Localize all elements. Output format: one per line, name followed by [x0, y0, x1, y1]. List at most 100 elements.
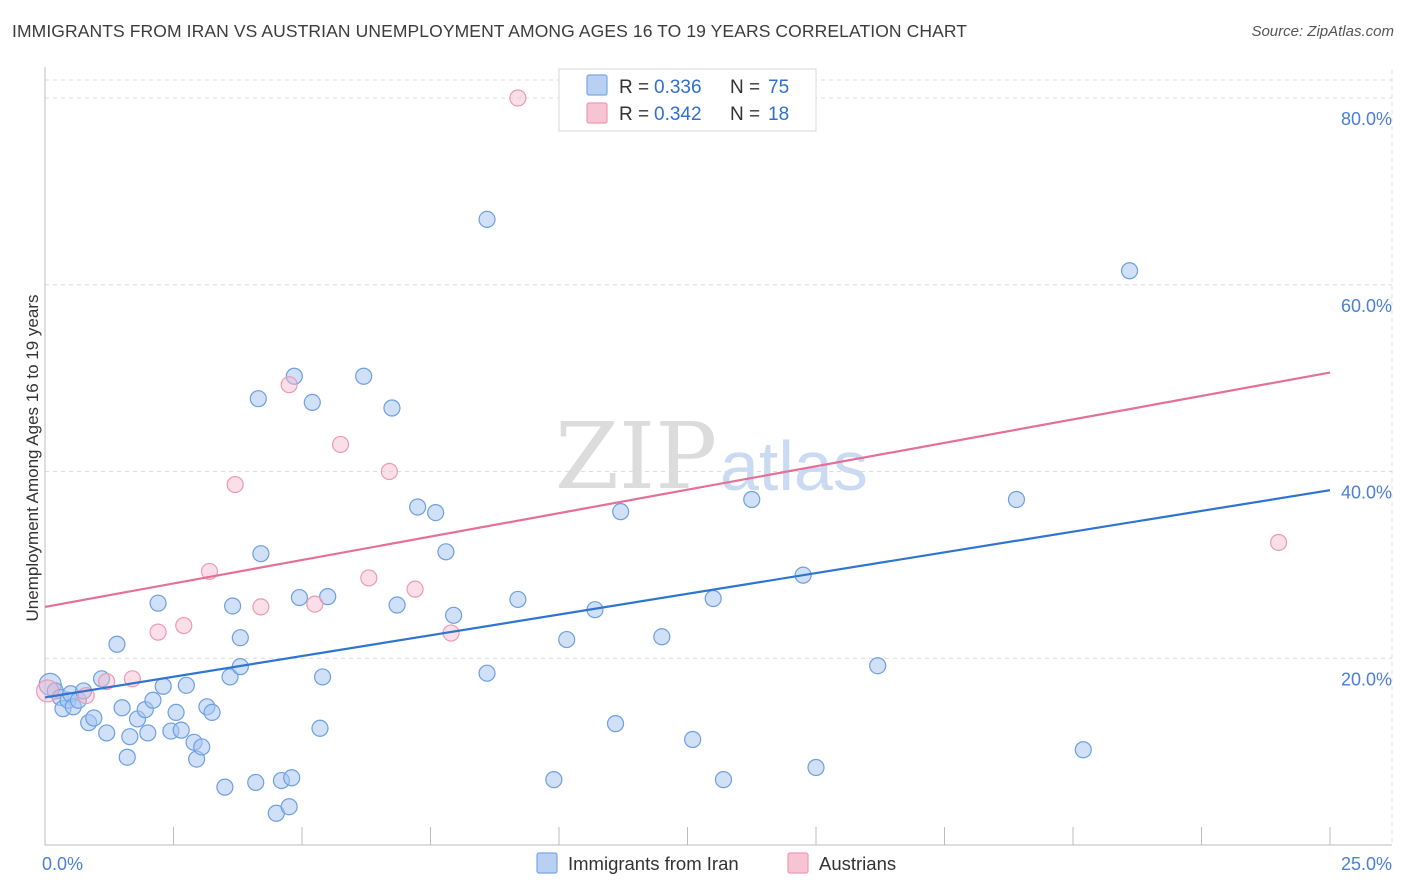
point-iran-49	[319, 588, 337, 606]
point-austrians-7	[226, 475, 244, 494]
bottom-legend-label-austrians: Austrians	[819, 853, 896, 874]
correlation-legend: R = 0.336 N = 75 R = 0.342 N = 18	[558, 68, 817, 132]
point-iran-45	[290, 588, 309, 607]
point-iran-67	[704, 589, 722, 608]
point-iran-16	[121, 728, 139, 746]
legend-r-label-blue: R =	[619, 77, 649, 98]
chart-title: IMMIGRANTS FROM IRAN VS AUSTRIAN UNEMPLO…	[12, 21, 968, 41]
point-iran-69	[743, 490, 761, 509]
y-axis-label: Unemployment Among Ages 16 to 19 years	[23, 295, 42, 622]
point-iran-66	[684, 730, 702, 749]
point-iran-60	[545, 771, 563, 789]
legend-swatch-pink	[586, 102, 608, 124]
legend-r-label-pink: R =	[619, 104, 649, 125]
point-iran-72	[869, 657, 887, 675]
point-austrians-12	[360, 569, 378, 587]
point-austrians-16	[509, 89, 527, 107]
point-iran-11	[92, 670, 111, 688]
point-iran-36	[231, 629, 249, 647]
point-iran-19	[139, 724, 157, 742]
point-iran-47	[311, 719, 329, 737]
point-iran-71	[807, 758, 825, 777]
point-austrians-13	[380, 462, 398, 481]
point-iran-33	[221, 668, 239, 686]
point-iran-58	[478, 210, 496, 228]
legend-r-value-blue: 0.336	[654, 77, 702, 98]
legend-r-value-pink: 0.342	[654, 104, 702, 125]
point-iran-54	[427, 503, 445, 522]
point-iran-42	[280, 798, 298, 816]
point-iran-31	[203, 703, 221, 722]
point-iran-21	[149, 594, 167, 612]
source-label: Source: ZipAtlas.com	[1251, 23, 1394, 40]
legend-swatch-blue	[586, 74, 608, 96]
bottom-legend-swatch-blue	[536, 852, 558, 874]
point-iran-34	[224, 597, 242, 615]
legend-n-value-pink: 18	[768, 104, 789, 125]
point-iran-38	[249, 390, 267, 408]
point-iran-52	[388, 596, 406, 614]
point-iran-15	[118, 748, 136, 766]
series-legend: Immigrants from Iran Austrians	[536, 852, 896, 874]
point-iran-50	[355, 367, 373, 385]
y-tick-label-80: 80.0%	[1341, 109, 1392, 129]
point-iran-75	[1120, 262, 1139, 280]
x-tick-label-25: 25.0%	[1341, 854, 1392, 874]
legend-n-value-blue: 75	[768, 77, 789, 98]
point-austrians-14	[406, 580, 424, 598]
point-iran-26	[177, 676, 195, 694]
point-iran-64	[612, 503, 630, 521]
point-iran-24	[167, 703, 185, 722]
watermark-atlas: atlas	[720, 427, 868, 505]
point-iran-59	[509, 590, 527, 609]
legend-n-label-blue: N =	[730, 77, 760, 98]
point-iran-74	[1074, 741, 1092, 759]
point-iran-56	[445, 606, 463, 624]
point-iran-25	[172, 721, 190, 739]
point-austrians-8	[252, 598, 270, 616]
point-austrians-9	[280, 376, 298, 394]
point-iran-29	[193, 738, 211, 756]
point-iran-65	[653, 628, 671, 646]
series-layer	[35, 89, 1288, 822]
y-tick-label-40: 40.0%	[1341, 483, 1392, 503]
axis-layer: 20.0% 40.0% 60.0% 80.0% 0.0% 25.0%	[42, 67, 1392, 874]
point-austrians-17	[1269, 533, 1288, 552]
watermark-zip: ZIP	[555, 403, 717, 510]
point-iran-53	[409, 498, 427, 516]
point-iran-10	[85, 709, 103, 727]
point-iran-43	[283, 769, 301, 787]
point-iran-63	[606, 715, 625, 733]
trend-layer	[44, 371, 1331, 699]
point-iran-12	[98, 724, 116, 742]
point-iran-68	[714, 771, 733, 789]
point-austrians-11	[331, 435, 350, 454]
point-austrians-2	[98, 672, 116, 691]
point-austrians-5	[175, 616, 193, 635]
point-iran-22	[154, 677, 172, 695]
x-tick-label-0: 0.0%	[42, 854, 83, 874]
y-tick-label-20: 20.0%	[1341, 669, 1392, 689]
point-iran-46	[303, 393, 321, 412]
legend-n-label-pink: N =	[730, 104, 760, 125]
point-iran-61	[558, 630, 576, 649]
point-iran-48	[313, 668, 332, 686]
point-iran-13	[108, 635, 126, 653]
trendline-austrians	[44, 371, 1331, 608]
point-iran-37	[247, 773, 265, 792]
bottom-legend-swatch-pink	[787, 852, 809, 874]
point-iran-39	[252, 545, 270, 563]
point-austrians-0	[35, 679, 60, 703]
bottom-legend-label-iran: Immigrants from Iran	[568, 853, 739, 874]
watermark: ZIP atlas	[555, 403, 868, 510]
point-iran-14	[113, 699, 131, 717]
point-iran-20	[144, 691, 162, 709]
y-tick-label-60: 60.0%	[1341, 296, 1392, 316]
point-iran-32	[216, 778, 234, 796]
trendline-iran	[44, 489, 1331, 699]
point-austrians-4	[149, 623, 167, 641]
point-iran-55	[437, 543, 455, 561]
point-iran-73	[1007, 490, 1026, 509]
point-iran-57	[478, 664, 496, 682]
